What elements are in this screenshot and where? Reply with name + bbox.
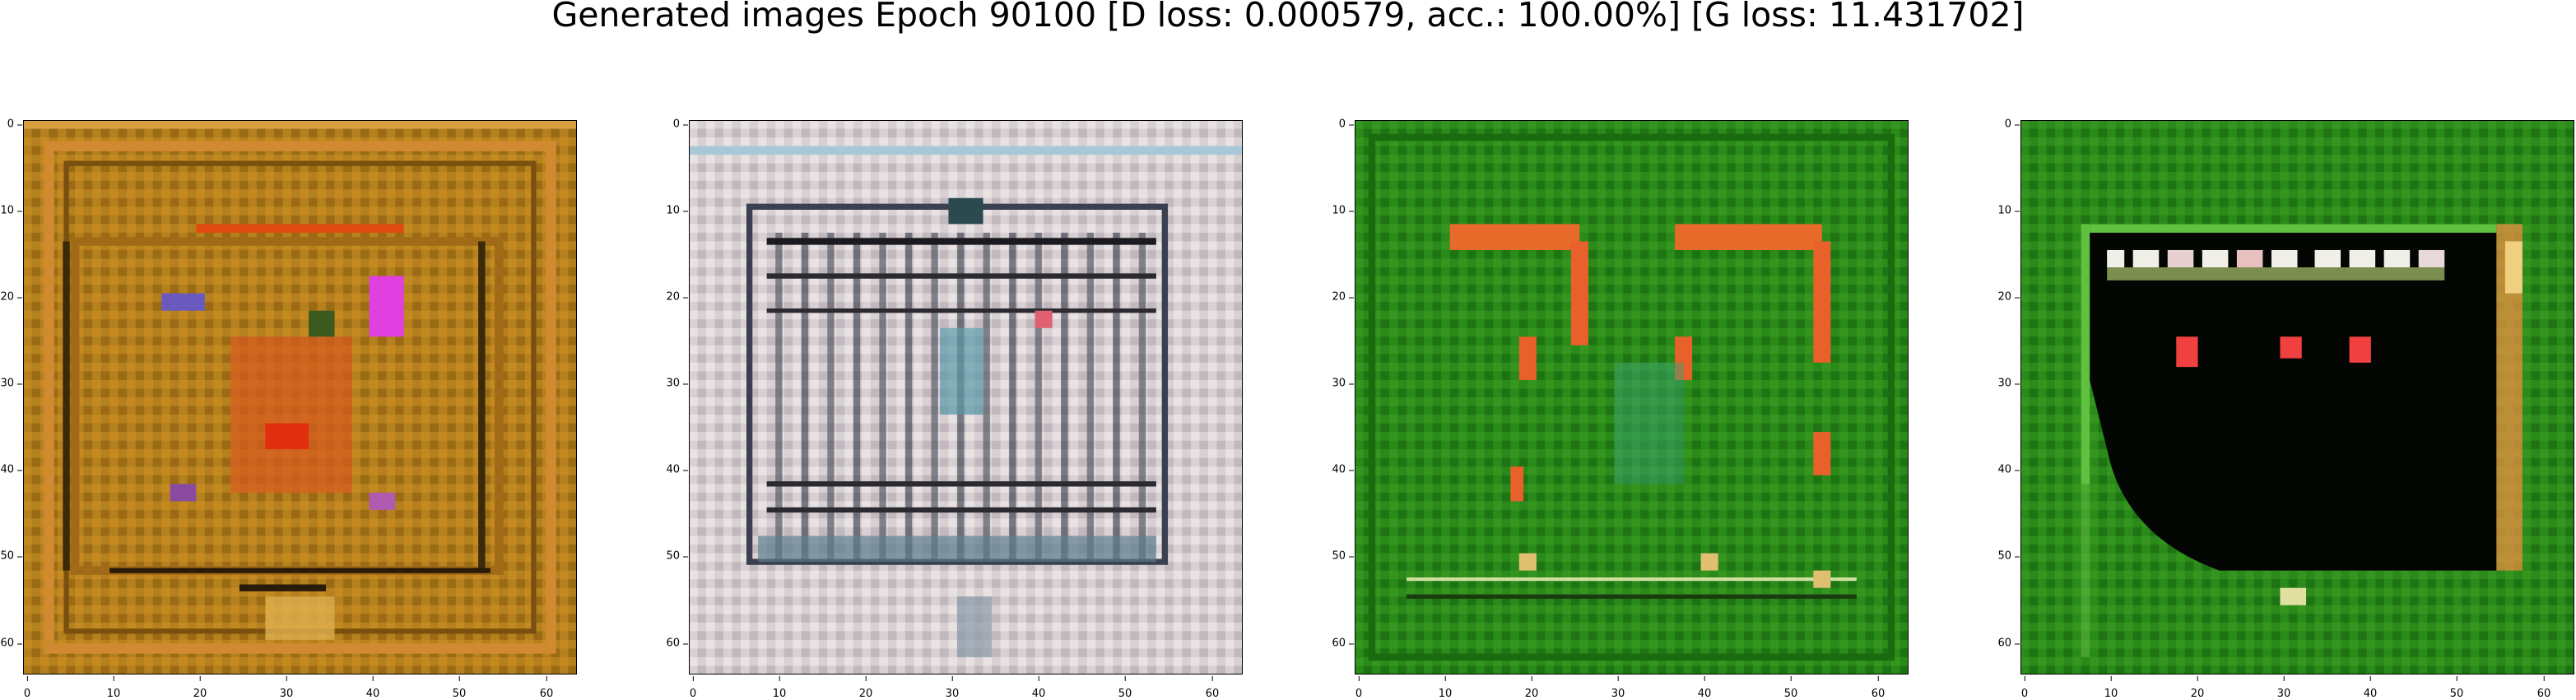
generated-image-2 bbox=[689, 120, 1243, 675]
y-tick-40: 40 bbox=[666, 463, 688, 476]
x-tick-50: 50 bbox=[1783, 676, 1798, 700]
y-tick-10: 10 bbox=[1997, 204, 2020, 217]
y-tick-30: 30 bbox=[1997, 377, 2020, 390]
image-panel-2: 0 10 20 30 40 50 60 0 10 20 30 40 50 60 bbox=[666, 118, 1243, 700]
x-tick-60: 60 bbox=[2536, 676, 2551, 700]
y-tick-0: 0 bbox=[672, 118, 689, 131]
generated-image-1 bbox=[23, 120, 577, 675]
generated-image-3 bbox=[1355, 120, 1909, 675]
y-tick-60: 60 bbox=[666, 637, 688, 650]
y-tick-40: 40 bbox=[0, 463, 22, 476]
y-tick-50: 50 bbox=[1332, 549, 1354, 563]
y-tick-40: 40 bbox=[1332, 463, 1354, 476]
y-tick-40: 40 bbox=[1997, 463, 2020, 476]
x-tick-30: 30 bbox=[279, 676, 294, 700]
x-tick-20: 20 bbox=[193, 676, 207, 700]
x-tick-0: 0 bbox=[23, 676, 31, 700]
x-tick-30: 30 bbox=[2276, 676, 2291, 700]
x-tick-40: 40 bbox=[2363, 676, 2378, 700]
y-tick-10: 10 bbox=[666, 204, 688, 217]
x-tick-60: 60 bbox=[1205, 676, 1220, 700]
image-2-svg bbox=[689, 120, 1243, 675]
x-tick-30: 30 bbox=[945, 676, 960, 700]
y-tick-30: 30 bbox=[0, 377, 22, 390]
x-tick-10: 10 bbox=[106, 676, 121, 700]
y-tick-20: 20 bbox=[1997, 290, 2020, 304]
y-tick-0: 0 bbox=[7, 118, 23, 131]
image-panel-3: 0 10 20 30 40 50 60 0 10 20 30 40 50 60 bbox=[1332, 118, 1909, 700]
y-tick-20: 20 bbox=[0, 290, 22, 304]
y-tick-20: 20 bbox=[1332, 290, 1354, 304]
y-tick-60: 60 bbox=[1332, 637, 1354, 650]
y-tick-20: 20 bbox=[666, 290, 688, 304]
x-tick-0: 0 bbox=[2020, 676, 2029, 700]
image-4-svg bbox=[2020, 120, 2574, 675]
image-panel-4: 0 10 20 30 40 50 60 0 10 20 30 40 50 60 bbox=[1997, 118, 2574, 700]
x-tick-60: 60 bbox=[1871, 676, 1886, 700]
y-tick-60: 60 bbox=[0, 637, 22, 650]
x-tick-40: 40 bbox=[1031, 676, 1046, 700]
y-tick-50: 50 bbox=[1997, 549, 2020, 563]
image-3-svg bbox=[1355, 120, 1909, 675]
y-tick-30: 30 bbox=[666, 377, 688, 390]
x-tick-20: 20 bbox=[858, 676, 873, 700]
x-tick-50: 50 bbox=[2449, 676, 2464, 700]
x-tick-40: 40 bbox=[365, 676, 380, 700]
x-tick-10: 10 bbox=[1438, 676, 1453, 700]
x-tick-50: 50 bbox=[452, 676, 467, 700]
image-panel-1: 0 10 20 30 40 50 60 0 10 20 30 40 50 60 bbox=[0, 118, 577, 700]
x-tick-60: 60 bbox=[539, 676, 554, 700]
y-tick-60: 60 bbox=[1997, 637, 2020, 650]
figure-title: Generated images Epoch 90100 [D loss: 0.… bbox=[551, 0, 2025, 35]
y-tick-10: 10 bbox=[0, 204, 22, 217]
y-tick-50: 50 bbox=[0, 549, 22, 563]
x-tick-20: 20 bbox=[2190, 676, 2205, 700]
x-tick-10: 10 bbox=[2104, 676, 2118, 700]
y-tick-10: 10 bbox=[1332, 204, 1354, 217]
y-tick-50: 50 bbox=[666, 549, 688, 563]
x-tick-40: 40 bbox=[1697, 676, 1712, 700]
x-tick-0: 0 bbox=[1355, 676, 1363, 700]
x-tick-30: 30 bbox=[1611, 676, 1625, 700]
y-tick-0: 0 bbox=[2004, 118, 2020, 131]
y-tick-0: 0 bbox=[1338, 118, 1355, 131]
y-tick-30: 30 bbox=[1332, 377, 1354, 390]
x-tick-10: 10 bbox=[772, 676, 787, 700]
generated-image-4 bbox=[2020, 120, 2574, 675]
x-tick-0: 0 bbox=[689, 676, 697, 700]
x-tick-20: 20 bbox=[1524, 676, 1539, 700]
x-tick-50: 50 bbox=[1118, 676, 1132, 700]
image-1-svg bbox=[23, 120, 577, 675]
